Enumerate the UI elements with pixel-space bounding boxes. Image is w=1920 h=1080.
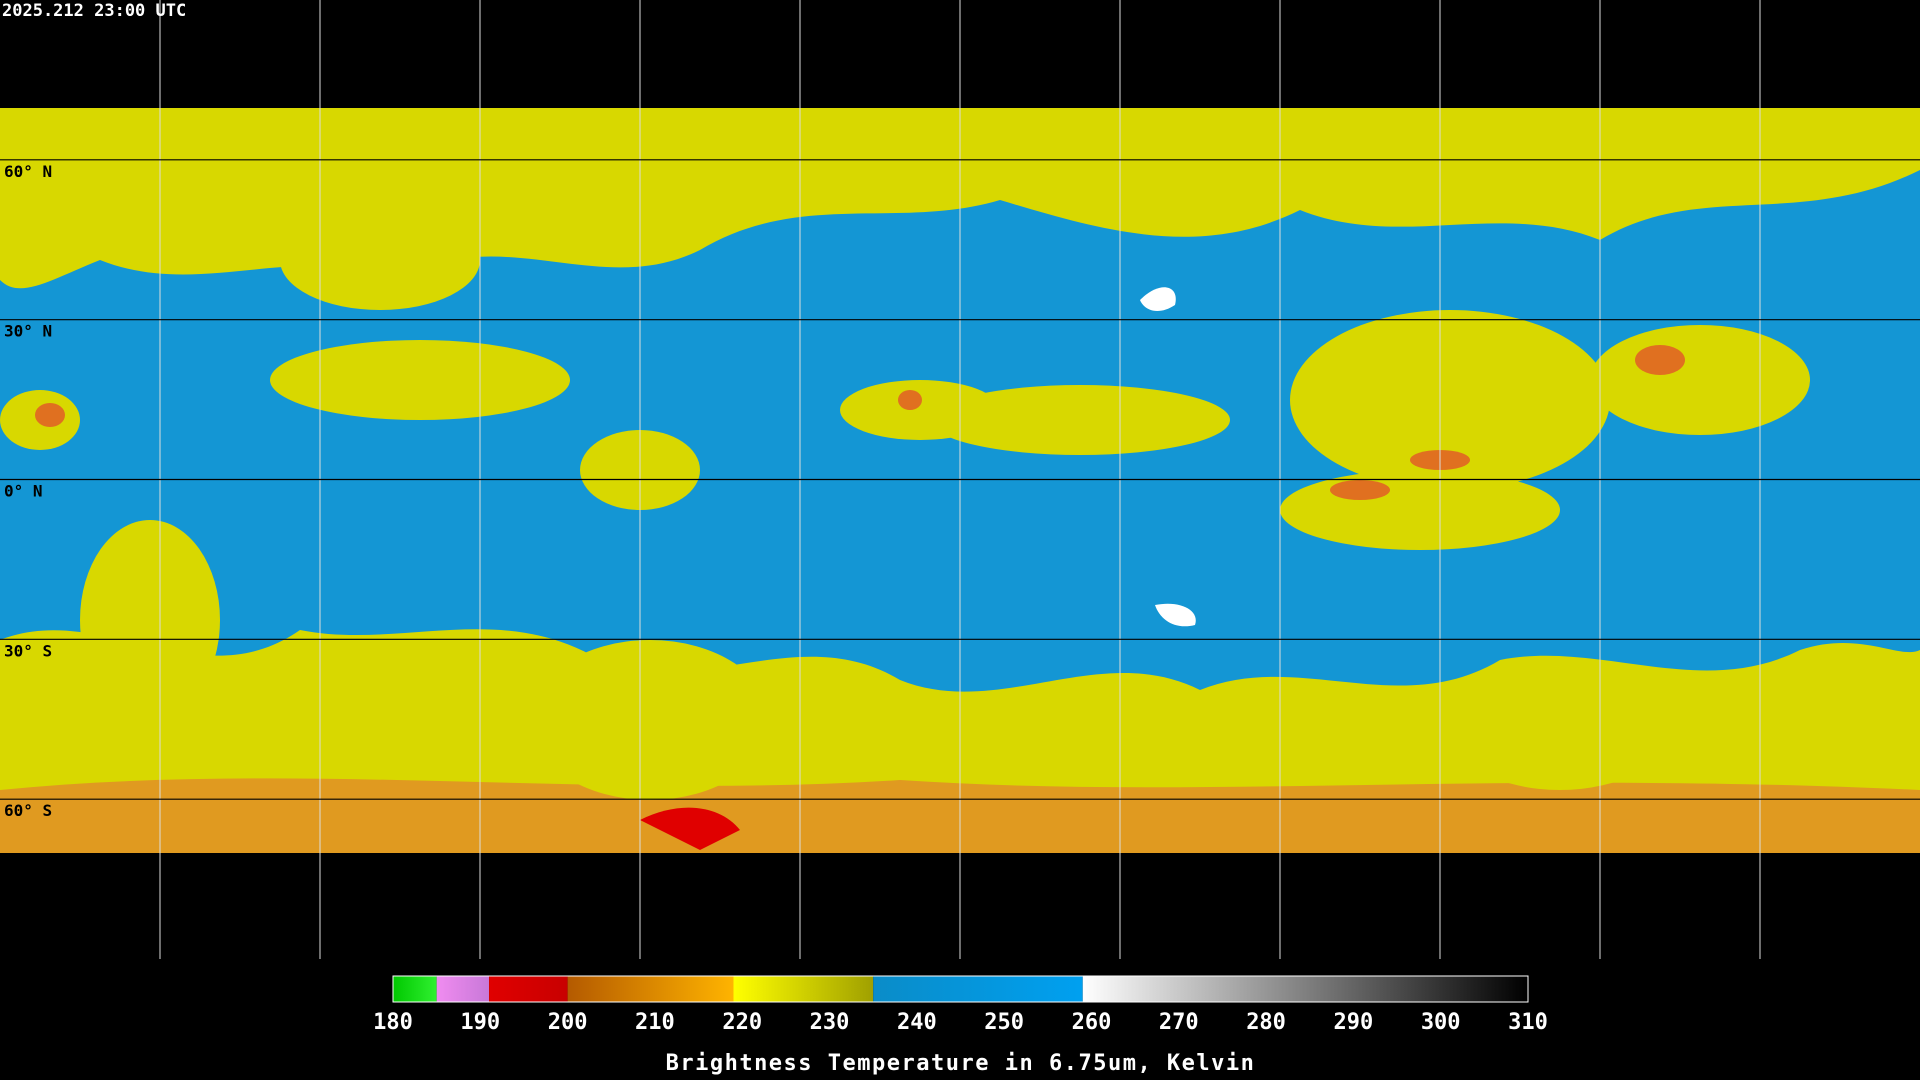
colorbar-tick-label: 190 xyxy=(460,1010,500,1035)
dry-area xyxy=(1155,603,1196,627)
cold-cloud xyxy=(640,807,740,850)
colorbar-segment xyxy=(873,976,1083,1002)
colorbar-tick-label: 200 xyxy=(548,1010,588,1035)
colorbar-tick-label: 280 xyxy=(1246,1010,1286,1035)
colorbar-tick-label: 230 xyxy=(810,1010,850,1035)
latitude-label: 0° N xyxy=(4,482,43,501)
colorbar-frame xyxy=(392,975,1529,1003)
latitude-label: 30° N xyxy=(4,322,52,341)
colorbar-tick-label: 270 xyxy=(1159,1010,1199,1035)
colorbar-segment xyxy=(393,976,437,1002)
colorbar-tick-label: 250 xyxy=(984,1010,1024,1035)
colorbar-tick-label: 290 xyxy=(1334,1010,1374,1035)
colorbar-segment xyxy=(436,976,490,1002)
timestamp: 2025.212 23:00 UTC xyxy=(2,1,186,21)
colorbar-segment xyxy=(1082,976,1528,1002)
colorbar-title: Brightness Temperature in 6.75um, Kelvin xyxy=(666,1051,1256,1076)
latitude-label: 30° S xyxy=(4,641,52,660)
cold-cloud xyxy=(35,345,1685,500)
colorbar-tick-label: 220 xyxy=(722,1010,762,1035)
graticule: 60° N 30° N 0° N 30° S 60° S xyxy=(0,0,1920,959)
colorbar-segment xyxy=(567,976,734,1002)
colorbar-tick-label: 260 xyxy=(1072,1010,1112,1035)
colorbar-segment xyxy=(733,976,874,1002)
latitude-label: 60° S xyxy=(4,801,52,820)
colorbar-tick-label: 300 xyxy=(1421,1010,1461,1035)
colorbar-tick-label: 210 xyxy=(635,1010,675,1035)
colorbar-segment xyxy=(489,976,568,1002)
colorbar-tick-label: 180 xyxy=(373,1010,413,1035)
colorbar-tick-label: 310 xyxy=(1508,1010,1548,1035)
latitude-label: 60° N xyxy=(4,162,52,181)
colorbar-tick-label: 240 xyxy=(897,1010,937,1035)
dry-area xyxy=(1140,287,1176,312)
